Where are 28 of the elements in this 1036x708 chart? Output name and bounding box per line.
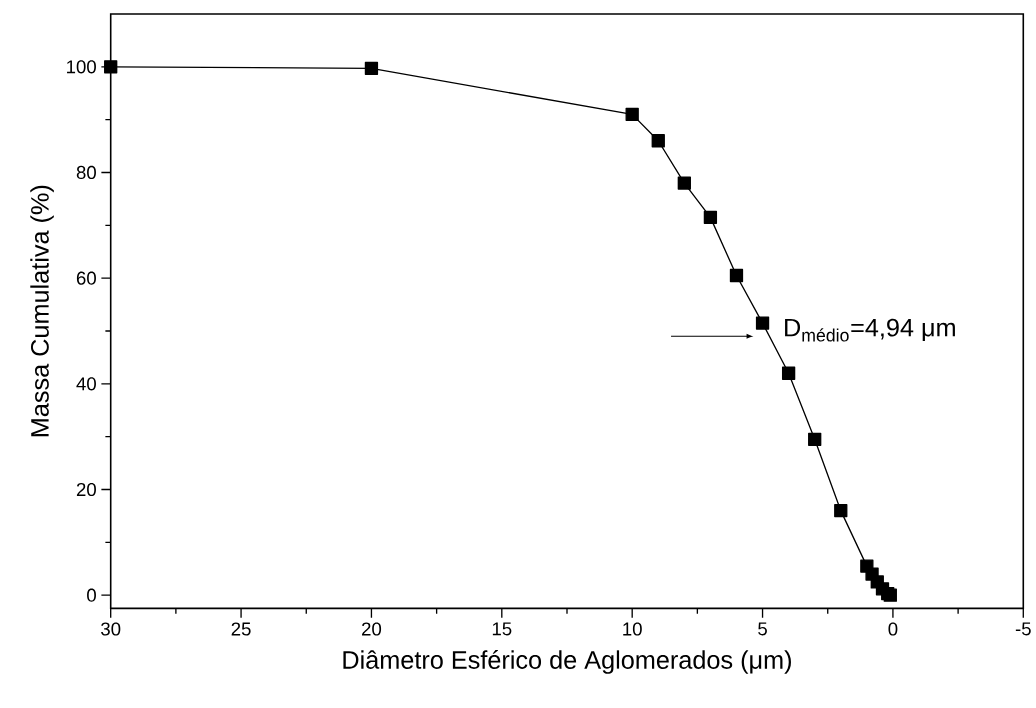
x-tick-label: 10 <box>623 622 642 636</box>
x-tick-label: 15 <box>492 622 512 636</box>
x-axis-title: Diâmetro Esférico de Aglomerados (μm) <box>343 649 791 674</box>
point <box>808 432 822 446</box>
x-tick-label: 30 <box>101 622 121 636</box>
point <box>651 134 665 148</box>
point <box>755 316 770 330</box>
point <box>104 60 118 74</box>
x-tick-label: -5 <box>1015 622 1031 636</box>
y-tick-label: 40 <box>76 377 96 391</box>
annotation: D$_{médio}$=4,94 μm <box>785 318 955 342</box>
point <box>703 210 718 224</box>
y-tick-label: 100 <box>67 60 96 74</box>
x-tick-label: 25 <box>231 622 251 636</box>
point <box>625 107 639 121</box>
y-tick-label: 0 <box>87 588 96 602</box>
y-tick-label: 60 <box>76 271 96 285</box>
point <box>781 366 796 380</box>
point <box>677 176 691 190</box>
point <box>729 268 744 283</box>
x-tick-label: 0 <box>888 622 898 636</box>
y-axis-title: Massa Cumulativa (%) <box>30 185 54 437</box>
y-tick-label: 80 <box>76 165 96 179</box>
y-tick-label: 20 <box>76 482 96 497</box>
point <box>364 61 379 75</box>
x-tick-label: 5 <box>758 622 767 636</box>
point <box>834 503 848 518</box>
x-tick-label: 20 <box>362 622 382 636</box>
